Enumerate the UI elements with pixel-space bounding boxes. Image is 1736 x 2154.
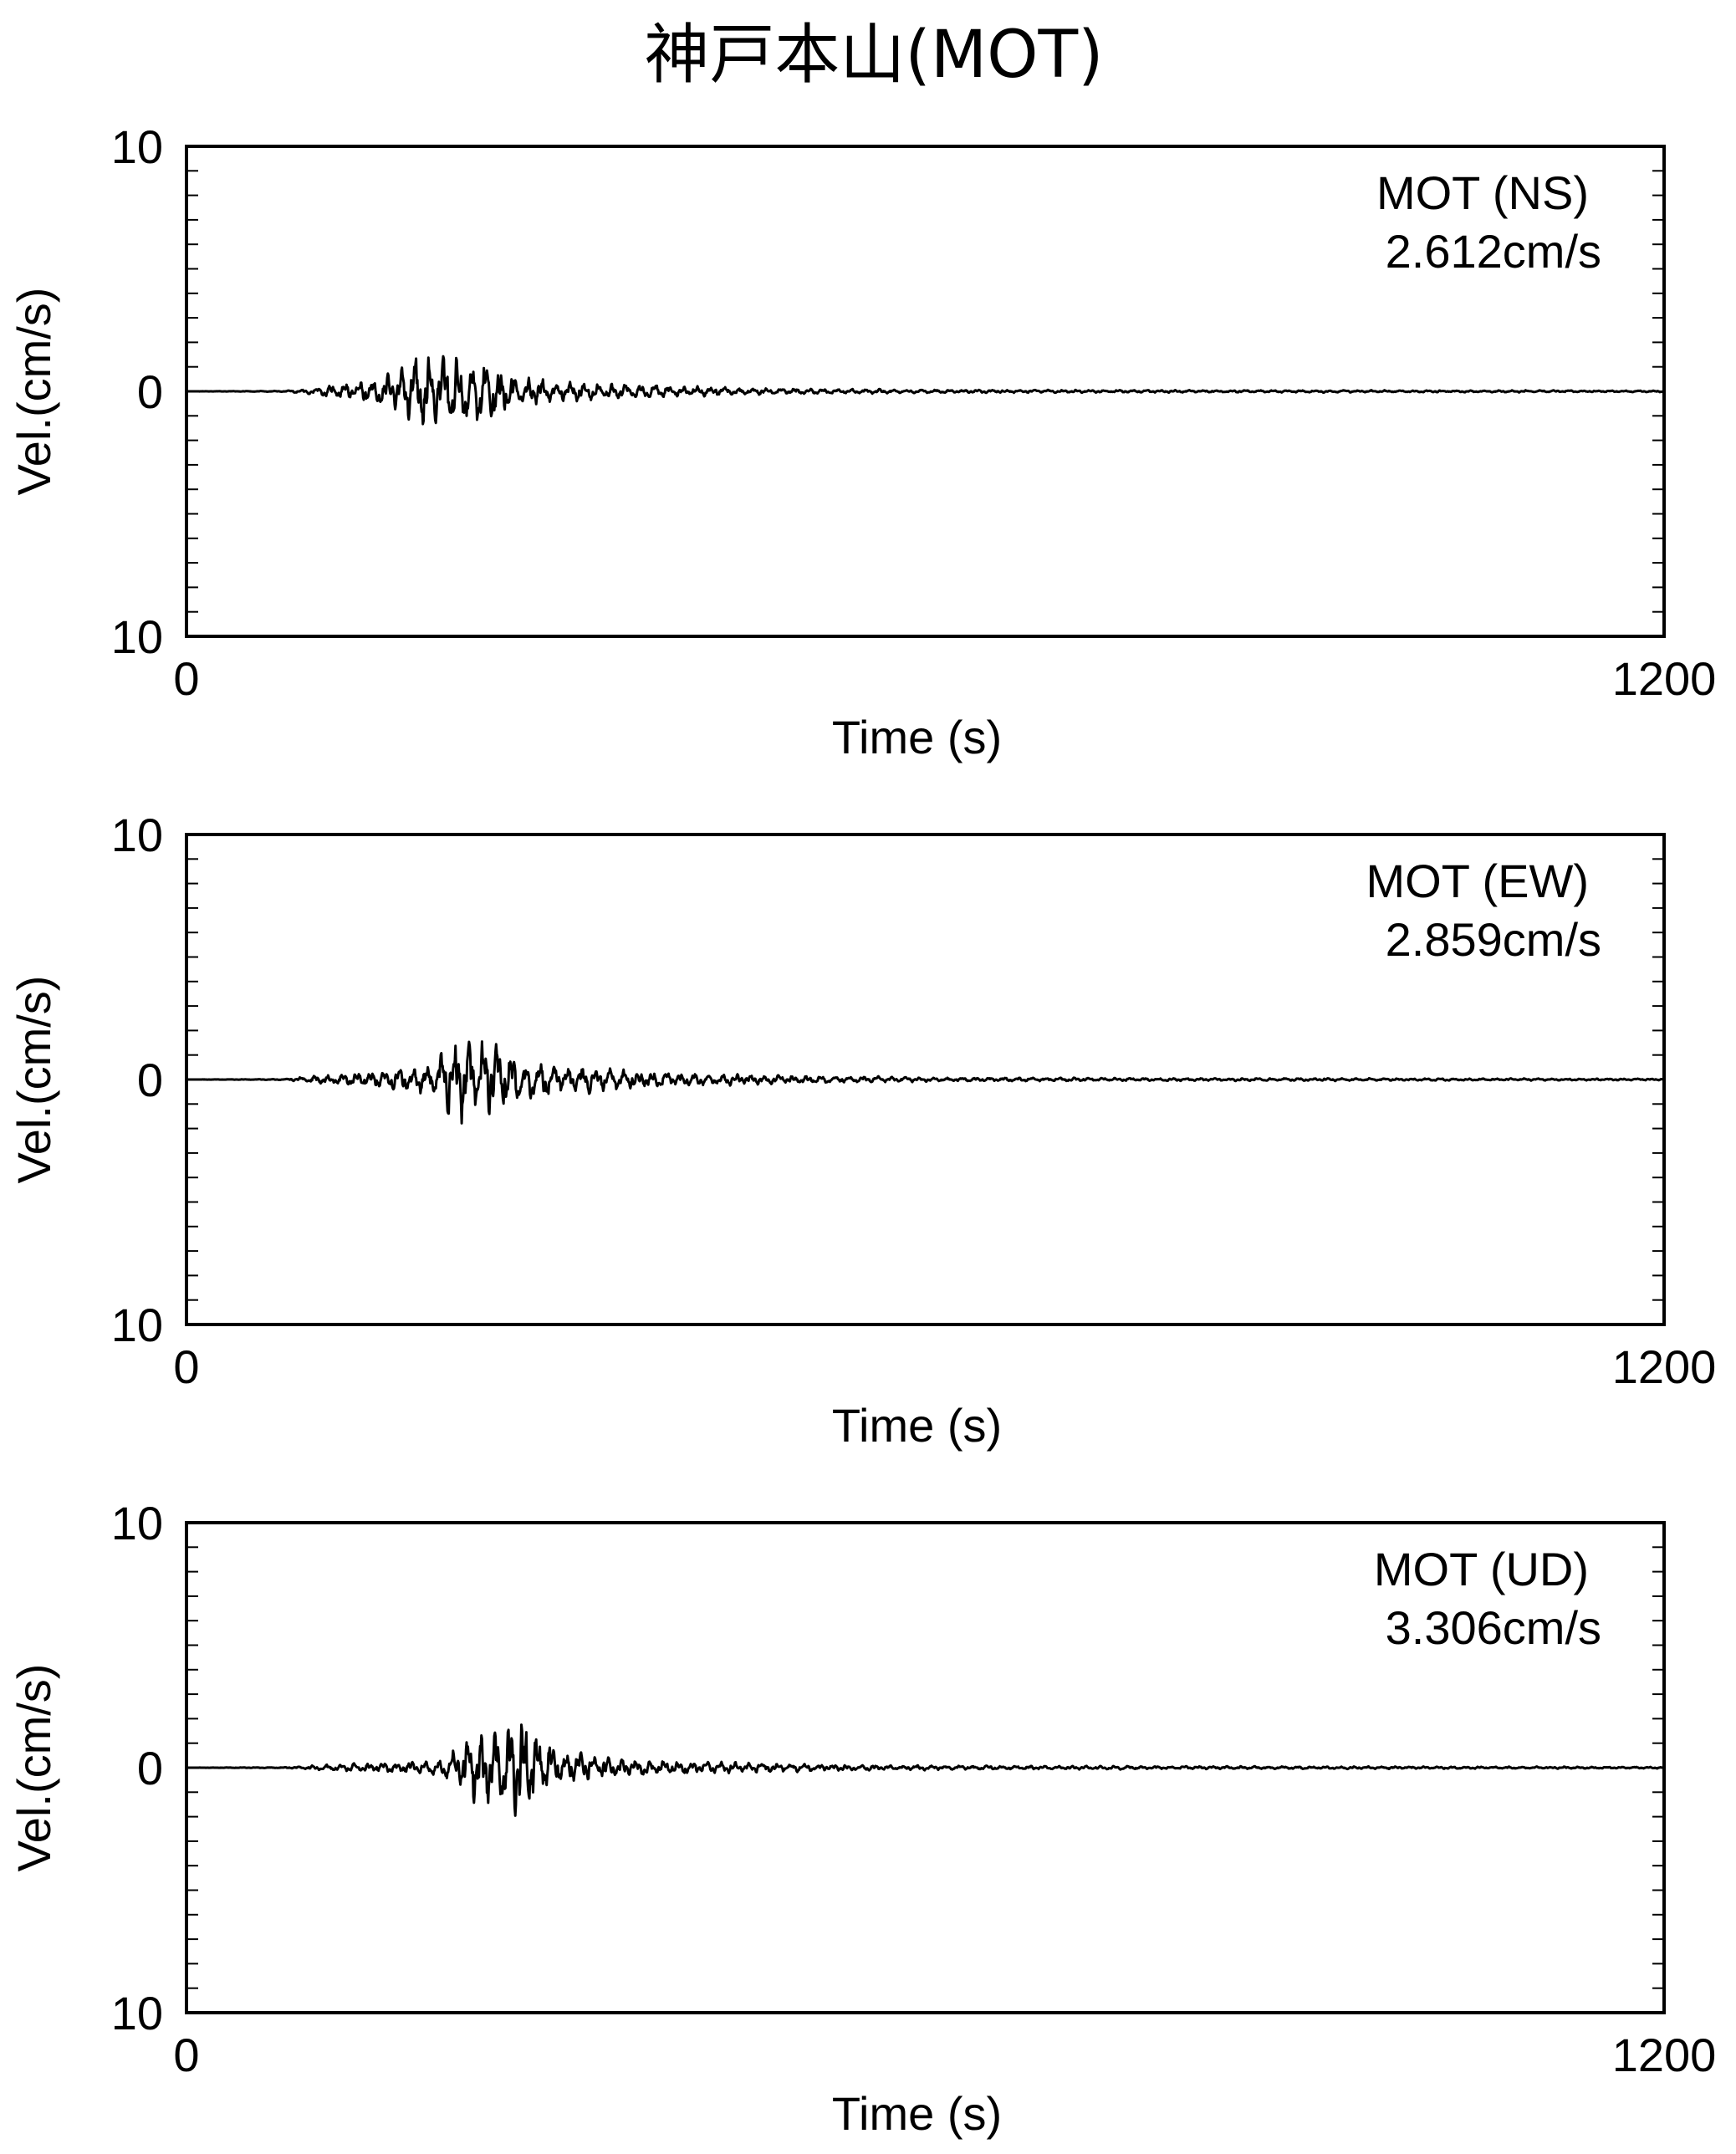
component-label: MOT (NS) [1376,166,1589,219]
x-tick-label: 0 [173,2029,199,2081]
y-tick-label: 10 [111,1497,163,1549]
x-tick-label: 1200 [1612,2029,1717,2081]
component-label: MOT (UD) [1374,1543,1589,1595]
x-tick-label: 0 [173,652,199,705]
y-axis-label: Vel.(cm/s) [8,1664,60,1872]
y-tick-label: 10 [111,610,163,663]
y-tick-label: 10 [111,809,163,861]
component-label: MOT (EW) [1366,855,1589,907]
y-tick-label: 10 [111,1987,163,2039]
peak-velocity-label: 3.306cm/s [1386,1601,1601,1654]
x-tick-label: 1200 [1612,1340,1717,1393]
y-tick-label: 0 [137,1054,163,1106]
y-axis-label: Vel.(cm/s) [8,288,60,496]
y-axis-label: Vel.(cm/s) [8,976,60,1184]
x-axis-label: Time (s) [832,2087,1002,2140]
y-tick-label: 0 [137,1742,163,1794]
x-axis-label: Time (s) [832,1399,1002,1452]
velocity-trace-ew [186,1040,1665,1125]
velocity-trace-ud [186,1723,1665,1817]
peak-velocity-label: 2.859cm/s [1386,913,1601,966]
x-tick-label: 0 [173,1340,199,1393]
y-tick-label: 10 [111,1299,163,1351]
x-tick-label: 1200 [1612,652,1717,705]
y-tick-label: 0 [137,365,163,418]
peak-velocity-label: 2.612cm/s [1386,225,1601,278]
x-axis-label: Time (s) [832,711,1002,763]
figure-title: 神戸本山(MOT) [644,18,1103,93]
velocity-trace-ns [186,355,1665,426]
y-minor-ticks [186,834,1664,1325]
y-tick-label: 10 [111,120,163,173]
